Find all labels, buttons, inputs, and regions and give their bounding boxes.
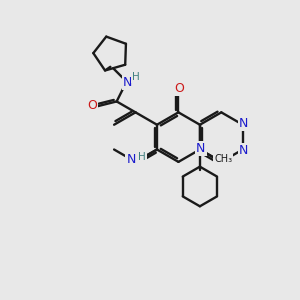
- Text: N: N: [239, 117, 248, 130]
- Text: N: N: [123, 76, 132, 89]
- Text: H: H: [138, 152, 146, 162]
- Text: N: N: [127, 153, 136, 166]
- Text: N: N: [239, 144, 248, 157]
- Text: CH₃: CH₃: [214, 154, 232, 164]
- Text: H: H: [132, 72, 140, 82]
- Text: O: O: [87, 99, 97, 112]
- Text: O: O: [175, 82, 184, 95]
- Text: N: N: [196, 142, 206, 155]
